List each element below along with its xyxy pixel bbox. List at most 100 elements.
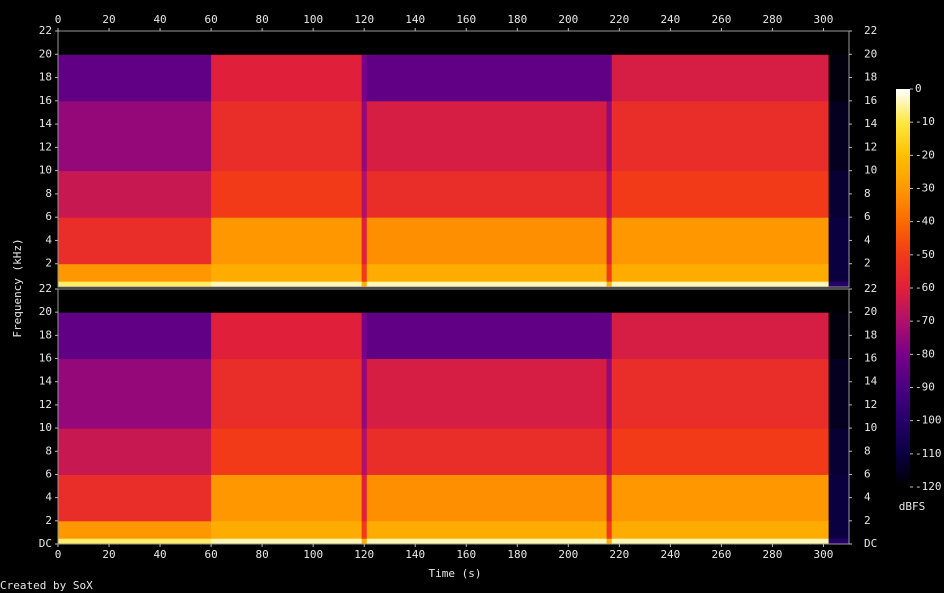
spectrogram-cell — [361, 281, 368, 288]
spectrogram-cell — [828, 217, 850, 265]
y-tick-label-right: 6 — [864, 210, 871, 223]
spectrogram-cell — [611, 217, 830, 265]
colorbar-tick-label: -90 — [915, 381, 935, 394]
y-tick-label-right: 22 — [864, 24, 877, 37]
x-tick-label: 280 — [763, 548, 783, 561]
spectrogram-cell — [361, 538, 368, 545]
spectrogram-cell — [611, 170, 830, 218]
spectrogram-cell — [611, 100, 830, 172]
spectrogram-cell — [606, 358, 613, 429]
y-tick-label-right: 18 — [864, 328, 877, 341]
spectrogram-cell — [58, 54, 212, 102]
y-tick-label-right: 18 — [864, 71, 877, 84]
y-tick-label: 18 — [39, 71, 52, 84]
x-tick-label: 260 — [711, 548, 731, 561]
x-tick-label: 220 — [609, 548, 629, 561]
spectrogram-cell — [211, 281, 363, 288]
x-tick-label-top: 0 — [55, 13, 62, 26]
y-tick-label-right: 22 — [864, 282, 877, 295]
spectrogram-cell — [611, 520, 830, 539]
x-tick-label-top: 40 — [153, 13, 166, 26]
spectrogram-cell — [361, 520, 368, 539]
spectrogram-cell — [211, 54, 363, 102]
y-tick-label: 6 — [45, 210, 52, 223]
y-tick-label: 22 — [39, 24, 52, 37]
y-tick-label-right: 20 — [864, 305, 877, 318]
y-tick-label: 16 — [39, 94, 52, 107]
y-tick-label-right: 8 — [864, 187, 871, 200]
y-tick-label: 6 — [45, 467, 52, 480]
x-tick-label-top: 160 — [456, 13, 476, 26]
x-tick-label: 120 — [354, 548, 374, 561]
spectrogram-cell — [366, 289, 608, 313]
spectrogram-cell — [606, 54, 613, 102]
spectrogram-cell — [611, 474, 830, 522]
colorbar — [896, 89, 910, 487]
spectrogram-cell — [606, 428, 613, 475]
spectrogram-cell — [611, 428, 830, 475]
spectrogram-cell — [58, 289, 212, 313]
spectrogram-cell — [611, 358, 830, 429]
colorbar-tick-label: -50 — [915, 248, 935, 261]
y-tick-label-right: 14 — [864, 117, 878, 130]
spectrogram-cell — [211, 263, 363, 282]
spectrogram-cell — [828, 428, 850, 475]
y-tick-label: 18 — [39, 328, 52, 341]
y-tick-label-right: 6 — [864, 467, 871, 480]
y-tick-label: 2 — [45, 257, 52, 270]
x-tick-label: 180 — [507, 548, 527, 561]
spectrogram-cell — [828, 170, 850, 218]
spectrogram-cell — [606, 217, 613, 265]
y-tick-label-right: 2 — [864, 257, 871, 270]
colorbar-tick-label: -100 — [915, 414, 942, 427]
spectrogram-cell — [366, 100, 608, 172]
x-tick-label: 0 — [55, 548, 62, 561]
spectrogram-cell — [366, 474, 608, 522]
colorbar-label: dBFS — [899, 500, 926, 513]
spectrogram-cell — [606, 263, 613, 282]
spectrogram-cell — [828, 54, 850, 102]
y-tick-label-right: 4 — [864, 491, 871, 504]
x-tick-label: 240 — [660, 548, 680, 561]
spectrogram-cell — [211, 170, 363, 218]
y-tick-label: 14 — [39, 117, 53, 130]
colorbar-tick-label: -10 — [915, 115, 935, 128]
spectrogram-cell — [211, 31, 363, 55]
colorbar-tick-label: -30 — [915, 182, 935, 195]
spectrogram-cell — [58, 170, 212, 218]
spectrogram-cell — [828, 520, 850, 539]
spectrogram-cell — [606, 281, 613, 288]
spectrogram-cell — [58, 428, 212, 475]
spectrogram-cell — [611, 31, 830, 55]
spectrogram-cell — [361, 289, 368, 313]
x-tick-label-top: 220 — [609, 13, 629, 26]
y-tick-label-right: 4 — [864, 233, 871, 246]
spectrogram-cell — [211, 428, 363, 475]
spectrogram-cell — [58, 520, 212, 539]
spectrogram-cell — [611, 263, 830, 282]
y-tick-label: 10 — [39, 164, 52, 177]
spectrogram-cell — [611, 312, 830, 360]
spectrogram-cell — [828, 358, 850, 429]
spectrogram-cell — [606, 538, 613, 545]
y-tick-label: 2 — [45, 514, 52, 527]
colorbar-tick-label: -110 — [915, 447, 942, 460]
y-tick-label: 22 — [39, 282, 52, 295]
y-tick-label-right: 8 — [864, 444, 871, 457]
x-tick-label-top: 80 — [256, 13, 269, 26]
y-tick-label-right: 2 — [864, 514, 871, 527]
spectrogram-cell — [828, 538, 850, 545]
spectrogram-cell — [58, 263, 212, 282]
spectrogram-cell — [361, 474, 368, 522]
x-tick-label: 100 — [303, 548, 323, 561]
x-tick-label-top: 100 — [303, 13, 323, 26]
spectrogram-cell — [366, 281, 608, 288]
spectrogram-cell — [361, 31, 368, 55]
y-tick-label: 16 — [39, 352, 52, 365]
spectrogram-cell — [606, 170, 613, 218]
spectrogram-cell — [361, 100, 368, 172]
spectrogram-cell — [211, 474, 363, 522]
spectrogram-cell — [828, 474, 850, 522]
x-tick-label: 200 — [558, 548, 578, 561]
